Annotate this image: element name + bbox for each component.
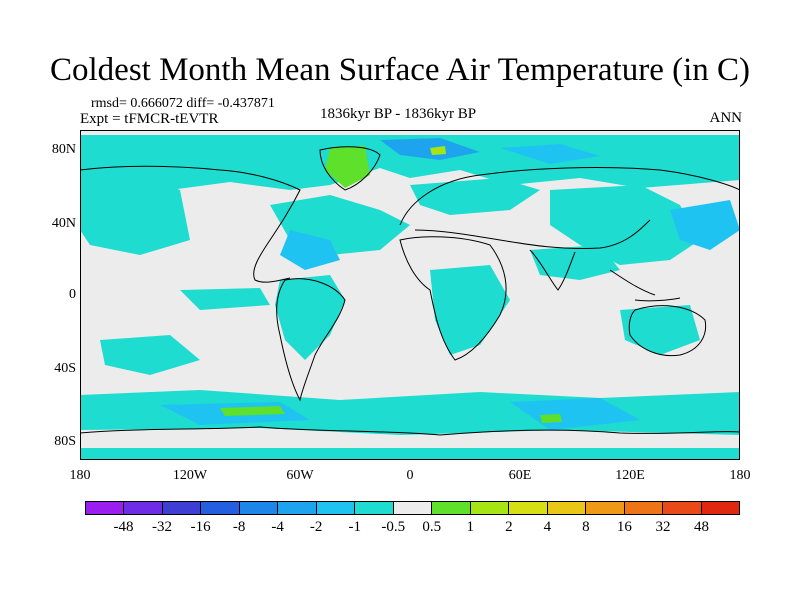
y-tick-label: 80N (51, 142, 76, 157)
colorbar-label: 8 (582, 519, 590, 535)
south-pacific-region (100, 335, 200, 375)
greenland-coast (319, 146, 381, 191)
rmsd-diff-label: rmsd= 0.666072 diff= -0.437871 (91, 96, 275, 111)
colorbar-swatch (278, 502, 317, 514)
colorbar-swatch (124, 502, 163, 514)
colorbar-swatch (355, 502, 394, 514)
north-pacific-blue-patch (670, 200, 740, 250)
colorbar-label: 1 (466, 519, 475, 535)
australia-region (620, 305, 700, 355)
colorbar-swatch (239, 502, 279, 514)
experiment-label: Expt = tFMCR-tEVTR (80, 111, 219, 127)
southern-green-patch (220, 406, 285, 416)
map-frame (80, 130, 740, 460)
south-america-coast (276, 278, 346, 402)
y-tick-label: 80S (54, 434, 76, 449)
coastlines (80, 146, 740, 436)
arctic-lightblue-patch (500, 144, 600, 164)
asia-region (550, 185, 700, 265)
southern-green-patch (540, 414, 562, 423)
south-asia-region (530, 245, 620, 280)
x-tick-label: 120W (172, 468, 208, 483)
colorbar-label: 32 (655, 519, 671, 535)
eurasia-north-coast (399, 167, 740, 226)
anomaly-fill-layer (80, 135, 740, 460)
period-label: 1836kyr BP - 1836kyr BP (320, 106, 477, 122)
colorbar-label: 2 (505, 519, 513, 535)
colorbar-swatch (432, 502, 471, 514)
x-tick-label: 180 (69, 468, 91, 483)
southeast-asia-coast (609, 269, 681, 302)
colorbar-swatch (393, 502, 433, 514)
northeast-pacific-region (80, 170, 190, 255)
colorbar-label: 0.5 (422, 519, 442, 535)
colorbar-label: 4 (543, 519, 552, 535)
season-label: ANN (709, 110, 743, 126)
x-tick-label: 120E (615, 468, 645, 483)
x-tick-label: 60E (508, 468, 532, 483)
south-america-region (275, 275, 345, 360)
x-tick-label: 60W (286, 468, 314, 483)
colorbar-label: -4 (271, 519, 284, 535)
colorbar-label: -16 (190, 519, 211, 535)
colorbar-label: -32 (152, 519, 173, 535)
arctic-blue-patch (380, 138, 480, 160)
africa-coast (399, 236, 507, 361)
colorbar-label: -48 (113, 519, 134, 535)
north-america-coast (80, 165, 301, 283)
colorbar-swatch (162, 502, 202, 514)
colorbar-swatch (586, 502, 625, 514)
colorbar-label: -2 (309, 519, 323, 535)
x-tick-label: 180 (729, 468, 751, 483)
india-coast (529, 249, 576, 291)
x-tick-label: 0 (406, 468, 414, 483)
colorbar-swatch (201, 502, 240, 514)
colorbar-swatch (624, 502, 664, 514)
tropical-pacific-patch (180, 288, 270, 310)
colorbar-swatch (663, 502, 702, 514)
australia-coast (628, 305, 707, 357)
colorbar-label: 48 (693, 519, 709, 535)
colorbar-label: -8 (232, 519, 246, 535)
temperature-map (80, 130, 740, 460)
africa-region (430, 265, 510, 355)
colorbar-swatch (547, 502, 587, 514)
antarctica-coast (80, 426, 740, 436)
colorbar (85, 501, 740, 515)
map-title: Coldest Month Mean Surface Air Temperatu… (50, 52, 750, 88)
colorbar-swatch (509, 502, 548, 514)
y-tick-label: 40N (51, 216, 76, 231)
antarctic-neutral-band (80, 428, 740, 448)
y-tick-label: 40S (54, 361, 76, 376)
colorbar-label: -1 (348, 519, 361, 535)
y-tick-label: 0 (69, 287, 76, 302)
arctic-yellow-patch (430, 146, 446, 155)
colorbar-label: -0.5 (381, 519, 406, 535)
colorbar-swatch (316, 502, 356, 514)
eurasia-south-coast (414, 219, 651, 249)
atlantic-lightblue-patch (280, 230, 340, 270)
colorbar-swatch (701, 502, 739, 514)
colorbar-swatch (470, 502, 510, 514)
europe-region (410, 178, 540, 215)
colorbar-label: 16 (616, 519, 632, 535)
greenland-green-patch (325, 146, 370, 188)
colorbar-swatch (86, 502, 125, 514)
